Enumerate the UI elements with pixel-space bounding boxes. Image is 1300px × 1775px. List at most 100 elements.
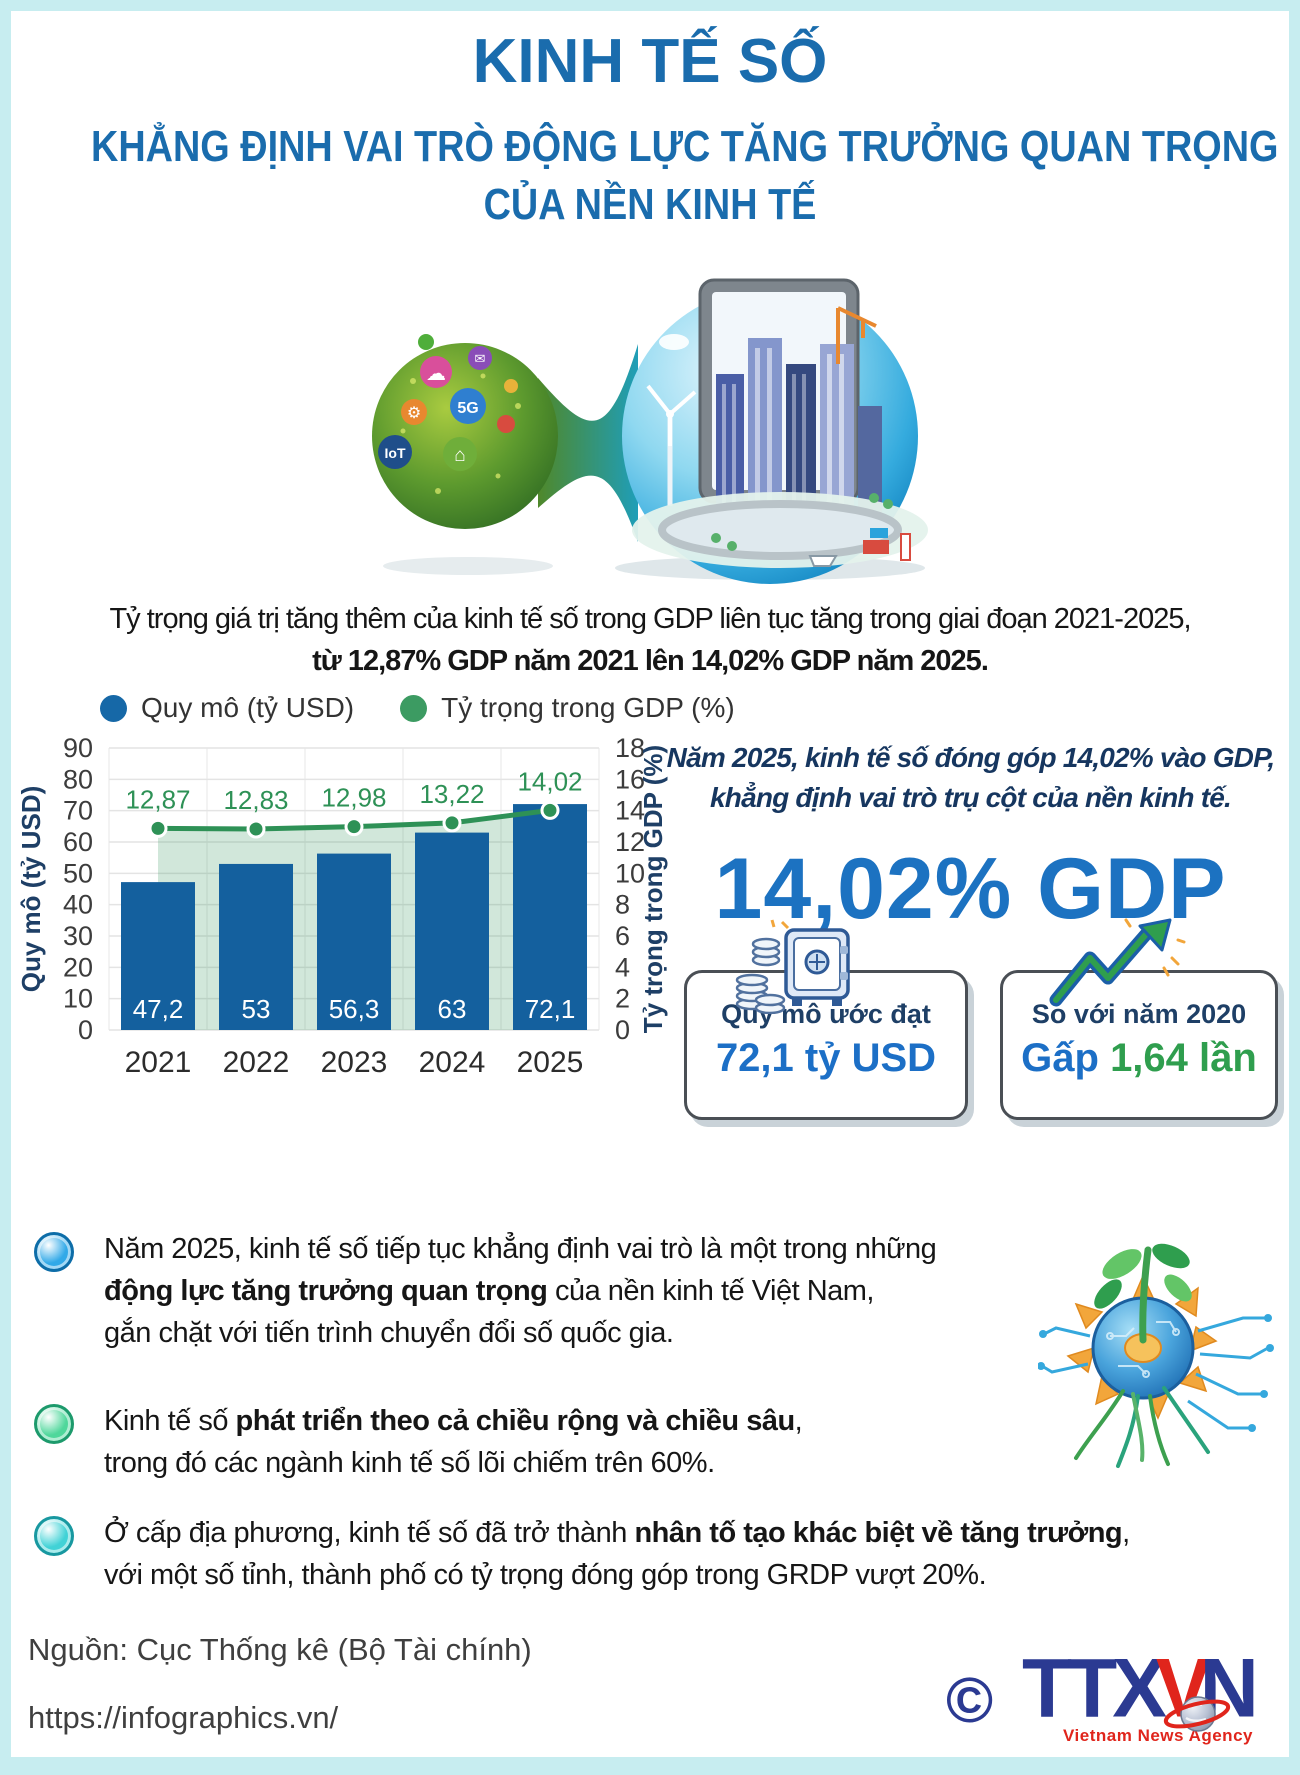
gdp-share-big-value: 14,02% GDP: [714, 841, 1227, 937]
legend-dot-green: [400, 694, 428, 722]
svg-text:12,83: 12,83: [223, 785, 288, 815]
sparkles: [1124, 918, 1186, 977]
source-credit: Nguồn: Cục Thống kê (Bộ Tài chính): [28, 1632, 532, 1667]
svg-text:63: 63: [438, 994, 467, 1024]
svg-text:18: 18: [615, 733, 645, 763]
intro-line-1: Tỷ trọng giá trị tăng thêm của kinh tế s…: [109, 603, 1191, 635]
subtitle-line-2: CỦA NỀN KINH TẾ: [483, 180, 817, 229]
safe-coins-icon: [735, 919, 850, 1014]
svg-text:13,22: 13,22: [419, 779, 484, 809]
highlight-heading-line-2: khẳng định vai trò trụ cột của nền kinh …: [710, 782, 1232, 813]
roots: [1074, 1386, 1210, 1468]
left-blob-shadow: [383, 557, 553, 575]
boat: [808, 555, 838, 567]
page-subtitle: KHẲNG ĐỊNH VAI TRÒ ĐỘNG LỰC TĂNG TRƯỞNG …: [0, 118, 1300, 234]
intro-paragraph: Tỷ trọng giá trị tăng thêm của kinh tế s…: [0, 598, 1300, 682]
bullet-item-3: Ở cấp địa phương, kinh tế số đã trở thàn…: [30, 1512, 1280, 1596]
svg-text:2023: 2023: [321, 1046, 388, 1079]
svg-text:12,87: 12,87: [125, 784, 190, 814]
circuit-dots: [1038, 1314, 1274, 1432]
svg-text:12,98: 12,98: [321, 783, 386, 813]
svg-text:70: 70: [63, 796, 93, 826]
svg-text:40: 40: [63, 890, 93, 920]
cloud-icon: ☁: [426, 363, 446, 385]
svg-text:10: 10: [63, 984, 93, 1014]
five-g-badge: 5G: [457, 400, 478, 417]
ttxvn-letters: TTXVN: [1022, 1647, 1294, 1731]
gear-icon: ⚙: [407, 405, 421, 422]
svg-text:56,3: 56,3: [329, 994, 380, 1024]
legend-dot-blue: [100, 694, 127, 722]
bullet-dot-blue: [34, 1232, 74, 1272]
comparison-value-prefix: Gấp: [1021, 1036, 1111, 1080]
agency-subtitle: Vietnam News Agency: [1063, 1726, 1253, 1745]
bullet-dot-green: [34, 1404, 74, 1444]
bullet-dot-teal: [34, 1516, 74, 1556]
globe-icon: [1163, 1696, 1231, 1732]
stem: [1139, 1246, 1152, 1344]
tech-icon-badges: ☁ ✉ ⚙ 5G IoT ⌂: [378, 334, 518, 471]
bullet-item-1: Năm 2025, kinh tế số tiếp tục khẳng định…: [30, 1228, 1280, 1354]
digital-growth-plant-illustration: [1038, 1243, 1274, 1468]
blob-connector: [538, 344, 638, 542]
logo-x: X: [1112, 1642, 1167, 1735]
highlight-panel: Năm 2025, kinh tế số đóng góp 14,02% vào…: [648, 738, 1293, 1120]
bullet-text: Ở cấp địa phương, kinh tế số đã trở thàn…: [104, 1517, 1130, 1591]
legend-label: Tỷ trọng trong GDP (%): [441, 692, 735, 723]
bullet-text: Kinh tế số phát triển theo cả chiều rộng…: [104, 1405, 803, 1479]
svg-text:16: 16: [615, 764, 645, 794]
highlight-heading-line-1: Năm 2025, kinh tế số đóng góp 14,02% vào…: [666, 742, 1275, 773]
svg-text:2022: 2022: [223, 1046, 290, 1079]
svg-text:2: 2: [615, 984, 630, 1014]
bullet-item-2: Kinh tế số phát triển theo cả chiều rộng…: [30, 1400, 1280, 1484]
safe-box: [784, 928, 850, 1006]
growth-arrow-icon: [1049, 918, 1186, 1007]
legend-item-scale: Quy mô (tỷ USD): [100, 692, 354, 724]
logo-tt: TT: [1022, 1642, 1117, 1735]
svg-text:10: 10: [615, 858, 645, 888]
orb-circuits: [1106, 1321, 1180, 1378]
smart-city: [632, 278, 977, 568]
svg-text:14,02: 14,02: [517, 766, 582, 796]
circuit-arms: [1041, 1316, 1269, 1430]
svg-text:Quy mô (tỷ USD): Quy mô (tỷ USD): [16, 786, 46, 993]
mail-icon: ✉: [475, 351, 486, 366]
svg-text:2024: 2024: [419, 1046, 486, 1079]
svg-text:60: 60: [63, 827, 93, 857]
svg-text:4: 4: [615, 952, 630, 982]
coin-stacks: [735, 937, 786, 1014]
legend-item-gdp-share: Tỷ trọng trong GDP (%): [400, 692, 735, 724]
page-title: KINH TẾ SỐ: [472, 27, 828, 96]
svg-text:6: 6: [615, 921, 630, 951]
combo-chart: 0 10 20 30 40 50 60 70 80 90 0 2 4 6 8 10 12 14 16 18 47,2 20…: [14, 730, 678, 1091]
svg-text:30: 30: [63, 921, 93, 951]
wind-turbine: [646, 384, 697, 506]
lighthouse: [900, 533, 911, 561]
svg-text:20: 20: [63, 952, 93, 982]
comparison-card-label: So với năm 2020: [1031, 999, 1247, 1029]
digital-economy-illustration: ☁ ✉ ⚙ 5G IoT ⌂: [372, 278, 977, 584]
svg-text:8: 8: [615, 890, 630, 920]
sparkles: [770, 919, 790, 930]
iot-badge: IoT: [385, 445, 406, 461]
svg-text:50: 50: [63, 858, 93, 888]
bullet-text: Năm 2025, kinh tế số tiếp tục khẳng định…: [104, 1233, 937, 1349]
svg-text:90: 90: [63, 733, 93, 763]
home-icon: ⌂: [454, 445, 465, 466]
intro-line-2: từ 12,87% GDP năm 2021 lên 14,02% GDP nă…: [312, 645, 989, 677]
combo-chart-svg: 010203040506070809002468101214161847,220…: [16, 733, 668, 1079]
svg-text:0: 0: [78, 1015, 93, 1045]
ttxvn-logo: TTXVN Vietnam News Agency: [1022, 1647, 1294, 1746]
svg-text:80: 80: [63, 764, 93, 794]
leaves: [1094, 1243, 1192, 1309]
clouds: [902, 294, 977, 350]
svg-text:14: 14: [615, 796, 645, 826]
port-and-details: [711, 493, 911, 567]
svg-text:Tỷ trọng trong GDP (%): Tỷ trọng trong GDP (%): [638, 745, 668, 1033]
subtitle-line-1: KHẲNG ĐỊNH VAI TRÒ ĐỘNG LỰC TĂNG TRƯỞNG …: [91, 122, 1279, 171]
svg-text:2025: 2025: [517, 1046, 584, 1079]
svg-text:12: 12: [615, 827, 645, 857]
copyright-icon: ©: [946, 1664, 994, 1736]
svg-text:72,1: 72,1: [525, 994, 576, 1024]
comparison-card-value: Gấp 1,64 lần: [1003, 1036, 1275, 1081]
